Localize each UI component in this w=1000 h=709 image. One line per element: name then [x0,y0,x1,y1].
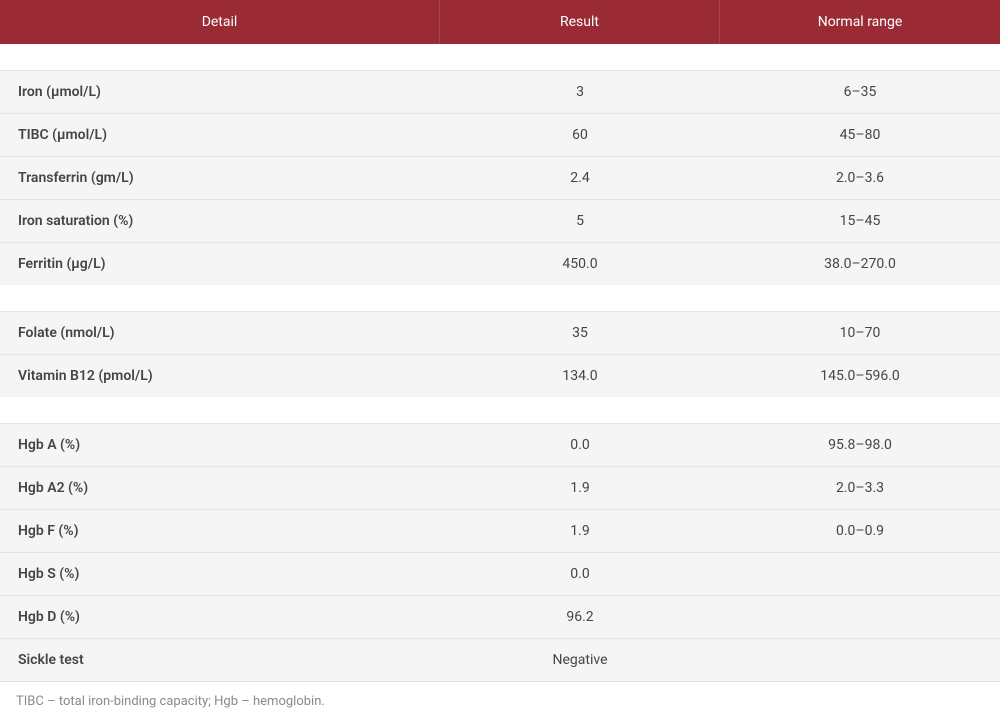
cell-range: 0.0–0.9 [720,510,1000,552]
table-row: Hgb A (%)0.095.8–98.0 [0,423,1000,466]
table-row: TIBC (μmol/L)6045–80 [0,113,1000,156]
group-spacer [0,397,1000,423]
cell-detail: Hgb S (%) [0,553,440,595]
lab-results-table: Detail Result Normal range Iron (μmol/L)… [0,0,1000,682]
table-row: Vitamin B12 (pmol/L)134.0145.0–596.0 [0,354,1000,397]
table-header: Detail Result Normal range [0,0,1000,44]
cell-result: 3 [440,71,720,113]
cell-range: 95.8–98.0 [720,424,1000,466]
cell-result: 0.0 [440,424,720,466]
cell-range: 145.0–596.0 [720,355,1000,397]
table-row: Hgb A2 (%)1.92.0–3.3 [0,466,1000,509]
table-row: Iron saturation (%)515–45 [0,199,1000,242]
cell-range [720,639,1000,681]
cell-detail: Hgb A (%) [0,424,440,466]
cell-result: 60 [440,114,720,156]
cell-result: 2.4 [440,157,720,199]
cell-result: 5 [440,200,720,242]
cell-range [720,596,1000,638]
cell-range: 2.0–3.3 [720,467,1000,509]
table-body: Iron (μmol/L)36–35TIBC (μmol/L)6045–80Tr… [0,44,1000,681]
table-row: Hgb S (%)0.0 [0,552,1000,595]
cell-result: 1.9 [440,510,720,552]
col-header-range: Normal range [720,0,1000,44]
cell-result: 96.2 [440,596,720,638]
cell-detail: Hgb A2 (%) [0,467,440,509]
cell-detail: Transferrin (gm/L) [0,157,440,199]
cell-detail: TIBC (μmol/L) [0,114,440,156]
cell-range: 38.0–270.0 [720,243,1000,285]
cell-detail: Hgb D (%) [0,596,440,638]
table-row: Sickle testNegative [0,638,1000,681]
table-row: Folate (nmol/L)3510–70 [0,311,1000,354]
col-header-detail: Detail [0,0,440,44]
group-spacer [0,285,1000,311]
cell-range: 2.0–3.6 [720,157,1000,199]
table-row: Hgb D (%)96.2 [0,595,1000,638]
cell-detail: Ferritin (μg/L) [0,243,440,285]
cell-detail: Iron saturation (%) [0,200,440,242]
table-footnote: TIBC – total iron-binding capacity; Hgb … [0,682,1000,709]
cell-range: 15–45 [720,200,1000,242]
cell-range: 45–80 [720,114,1000,156]
cell-detail: Hgb F (%) [0,510,440,552]
cell-result: 0.0 [440,553,720,595]
table-row: Iron (μmol/L)36–35 [0,70,1000,113]
cell-result: 450.0 [440,243,720,285]
cell-detail: Iron (μmol/L) [0,71,440,113]
cell-range: 6–35 [720,71,1000,113]
cell-range: 10–70 [720,312,1000,354]
cell-result: 1.9 [440,467,720,509]
cell-range [720,553,1000,595]
table-row: Hgb F (%)1.90.0–0.9 [0,509,1000,552]
cell-detail: Sickle test [0,639,440,681]
cell-detail: Folate (nmol/L) [0,312,440,354]
group-spacer [0,44,1000,70]
cell-result: Negative [440,639,720,681]
col-header-result: Result [440,0,720,44]
cell-result: 35 [440,312,720,354]
table-row: Ferritin (μg/L)450.038.0–270.0 [0,242,1000,285]
cell-detail: Vitamin B12 (pmol/L) [0,355,440,397]
cell-result: 134.0 [440,355,720,397]
table-row: Transferrin (gm/L)2.42.0–3.6 [0,156,1000,199]
